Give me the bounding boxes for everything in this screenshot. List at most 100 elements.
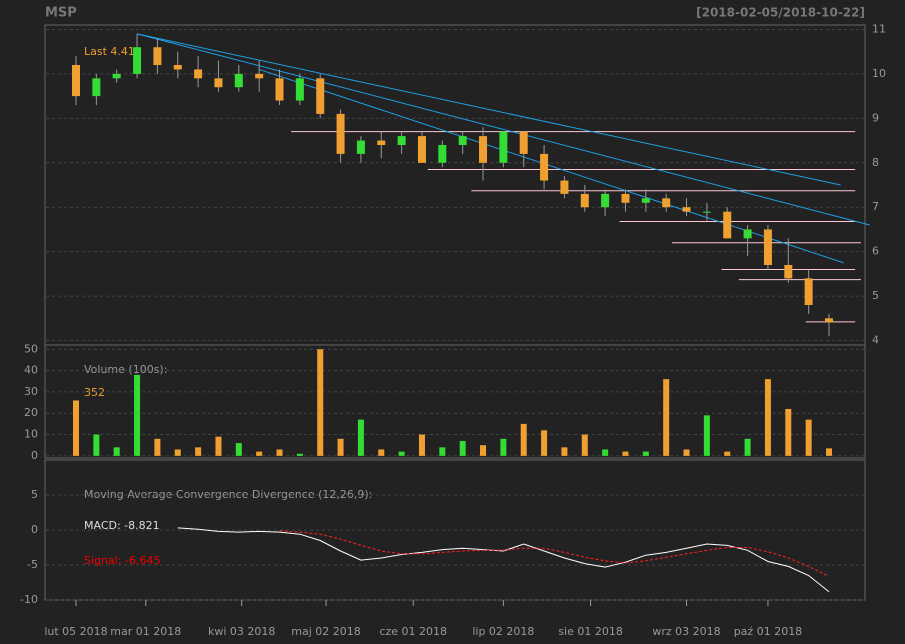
- volume-bar: [561, 447, 568, 456]
- volume-bar: [663, 379, 670, 456]
- candle-body: [540, 153, 549, 181]
- volume-bar: [195, 447, 202, 456]
- volume-panel: [44, 344, 866, 459]
- y-tick-label: 10: [24, 428, 38, 441]
- candle-body: [662, 198, 671, 208]
- volume-bar: [683, 449, 690, 456]
- volume-bar: [357, 419, 364, 456]
- volume-bar: [805, 419, 812, 456]
- x-tick-label: lut 05 2018: [44, 625, 107, 638]
- candle-body: [336, 113, 345, 154]
- chart-title: MSP: [45, 6, 77, 21]
- volume-bar: [235, 443, 242, 456]
- candle-body: [804, 278, 813, 305]
- candle-body: [112, 73, 121, 79]
- y-tick-label: 0: [31, 449, 38, 462]
- x-tick-label: cze 01 2018: [379, 625, 447, 638]
- last-label: Last 4.41: [84, 45, 135, 58]
- x-tick-label: maj 02 2018: [291, 625, 361, 638]
- candle-body: [458, 136, 467, 145]
- candle-body: [417, 136, 426, 163]
- volume-bar: [418, 434, 425, 456]
- candle-body: [356, 140, 365, 154]
- macd-label: MACD: -8.821: [84, 519, 160, 532]
- candle-body: [92, 78, 101, 97]
- volume-bar: [398, 451, 405, 456]
- candle-body: [519, 131, 528, 154]
- x-tick-label: mar 01 2018: [110, 625, 181, 638]
- volume-bar: [337, 438, 344, 456]
- y-tick-label: 5: [31, 488, 38, 501]
- candle-body: [580, 193, 589, 208]
- x-tick-label: kwi 03 2018: [208, 625, 275, 638]
- series-line: [177, 527, 830, 593]
- volume-bar: [500, 438, 507, 456]
- volume-bar: [296, 453, 303, 456]
- volume-label: Volume (100s):: [84, 363, 167, 376]
- volume-last: 352: [84, 386, 105, 399]
- y-tick-label: 4: [872, 334, 879, 347]
- candle-body: [397, 136, 406, 145]
- volume-bar: [215, 436, 222, 456]
- y-tick-label: 40: [24, 364, 38, 377]
- candle-body: [214, 78, 223, 88]
- candle-body: [255, 73, 264, 79]
- volume-bar: [520, 423, 527, 456]
- trend-line: [136, 33, 841, 186]
- candle-body: [560, 180, 569, 194]
- candle-body: [194, 69, 203, 79]
- volume-bar: [113, 447, 120, 456]
- volume-bar: [724, 451, 731, 456]
- volume-bar: [764, 379, 771, 456]
- y-tick-label: -5: [27, 558, 38, 571]
- candle-body: [72, 65, 80, 97]
- volume-bar: [744, 438, 751, 456]
- y-tick-label: 5: [872, 289, 879, 302]
- y-tick-label: 0: [31, 523, 38, 536]
- candle-body: [479, 136, 488, 163]
- candle-body: [173, 65, 182, 70]
- volume-bar: [480, 445, 487, 456]
- y-tick-label: 7: [872, 200, 879, 213]
- volume-bar: [317, 349, 324, 456]
- volume-bar: [439, 447, 446, 456]
- volume-bar: [642, 451, 649, 456]
- series-line: [279, 530, 830, 577]
- volume-bar: [622, 451, 629, 456]
- candle-body: [682, 207, 691, 212]
- candle-body: [641, 198, 650, 203]
- candle-body: [784, 265, 793, 279]
- volume-bar: [93, 434, 100, 456]
- volume-bar: [459, 440, 466, 456]
- candle-body: [153, 47, 162, 65]
- candle-body: [438, 145, 447, 163]
- y-tick-label: 8: [872, 156, 879, 169]
- y-tick-label: 20: [24, 406, 38, 419]
- candle-body: [723, 211, 732, 239]
- date-range: [2018-02-05/2018-10-22]: [696, 6, 865, 20]
- volume-bar: [378, 449, 385, 456]
- y-tick-label: 30: [24, 385, 38, 398]
- candle-body: [825, 318, 833, 323]
- volume-bar: [174, 449, 181, 456]
- volume-bar: [276, 449, 283, 456]
- candle-body: [295, 78, 304, 101]
- volume-bar: [826, 448, 832, 456]
- volume-bar: [541, 430, 548, 456]
- candle-body: [499, 131, 508, 163]
- y-tick-label: 10: [872, 67, 886, 80]
- y-tick-label: 9: [872, 111, 879, 124]
- x-tick-label: lip 02 2018: [472, 625, 534, 638]
- signal-label: Signal: -6.645: [84, 554, 160, 567]
- candle-body: [133, 47, 142, 74]
- candle-body: [621, 193, 630, 203]
- candle-body: [601, 193, 610, 208]
- candle-body: [763, 229, 772, 265]
- y-tick-label: 50: [24, 342, 38, 355]
- y-tick-label: 11: [872, 22, 886, 35]
- volume-bar: [785, 408, 792, 456]
- candle-body: [234, 73, 243, 88]
- volume-bar: [154, 438, 161, 456]
